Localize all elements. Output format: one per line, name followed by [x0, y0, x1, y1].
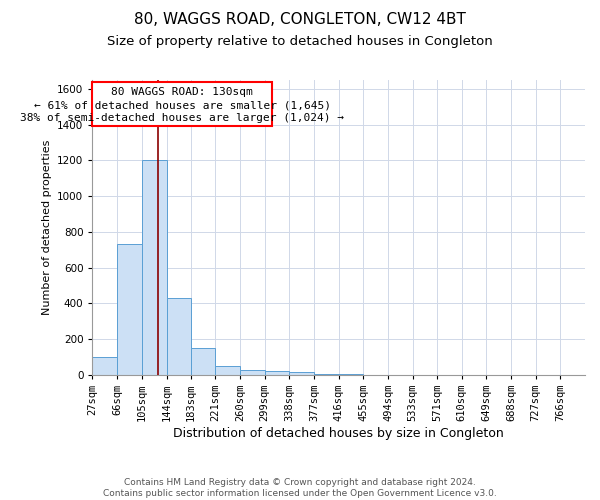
Text: 80, WAGGS ROAD, CONGLETON, CW12 4BT: 80, WAGGS ROAD, CONGLETON, CW12 4BT — [134, 12, 466, 28]
Bar — [339, 374, 364, 375]
Bar — [215, 366, 240, 375]
Bar — [167, 298, 191, 375]
Text: Size of property relative to detached houses in Congleton: Size of property relative to detached ho… — [107, 35, 493, 48]
Bar — [314, 374, 339, 375]
Bar — [191, 348, 215, 375]
Bar — [92, 82, 272, 126]
Y-axis label: Number of detached properties: Number of detached properties — [41, 140, 52, 315]
Text: ← 61% of detached houses are smaller (1,645): ← 61% of detached houses are smaller (1,… — [34, 100, 331, 110]
Bar — [142, 160, 167, 375]
X-axis label: Distribution of detached houses by size in Congleton: Distribution of detached houses by size … — [173, 427, 504, 440]
Bar — [92, 357, 117, 375]
Text: 38% of semi-detached houses are larger (1,024) →: 38% of semi-detached houses are larger (… — [20, 112, 344, 122]
Bar — [265, 372, 289, 375]
Text: 80 WAGGS ROAD: 130sqm: 80 WAGGS ROAD: 130sqm — [111, 87, 253, 97]
Text: Contains public sector information licensed under the Open Government Licence v3: Contains public sector information licen… — [103, 490, 497, 498]
Bar — [289, 372, 314, 375]
Text: Contains HM Land Registry data © Crown copyright and database right 2024.: Contains HM Land Registry data © Crown c… — [124, 478, 476, 487]
Bar — [240, 370, 265, 375]
Bar — [117, 244, 142, 375]
